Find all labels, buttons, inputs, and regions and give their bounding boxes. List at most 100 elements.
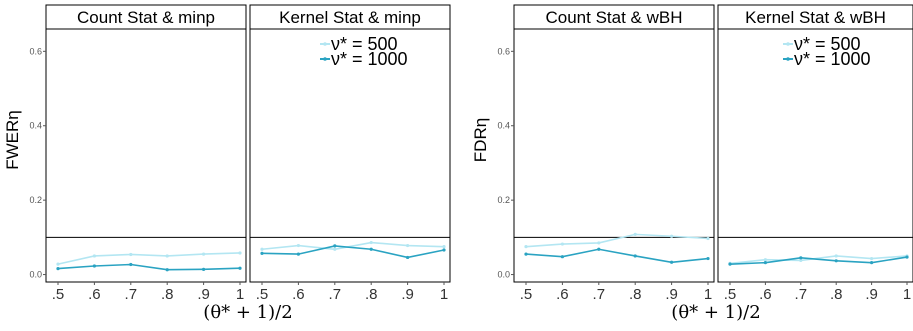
strip-label: Count Stat & minp <box>77 8 215 27</box>
data-point <box>633 232 637 236</box>
data-point <box>633 254 637 258</box>
strip-label: Kernel Stat & wBH <box>745 8 886 27</box>
data-point <box>202 252 206 256</box>
data-point <box>799 258 803 263</box>
y-tick-label: 0.2 <box>497 195 510 205</box>
data-point <box>202 267 206 271</box>
data-point <box>92 264 96 268</box>
panel-border <box>513 28 715 283</box>
y-tick-label: 0.4 <box>29 121 42 131</box>
legend-label: ν* = 500 <box>331 34 398 54</box>
data-point <box>296 243 300 248</box>
data-point <box>260 251 264 255</box>
y-tick-label: 0.6 <box>29 46 42 56</box>
data-point <box>728 262 732 266</box>
data-point <box>333 247 337 251</box>
data-point <box>406 243 410 248</box>
series-line-500 <box>57 252 241 265</box>
data-point <box>706 256 710 261</box>
legend-key-point <box>786 57 790 61</box>
x-tick-label: .9 <box>865 286 878 303</box>
legend-label: ν* = 1000 <box>794 49 871 69</box>
x-tick-label: .7 <box>593 286 606 303</box>
legend-label: ν* = 500 <box>794 34 861 54</box>
data-point <box>834 259 838 263</box>
data-point <box>442 245 446 249</box>
data-point <box>369 240 373 245</box>
x-tick-label: .8 <box>365 286 378 303</box>
x-tick-label: .6 <box>556 286 569 303</box>
legend-label: ν* = 1000 <box>331 49 408 69</box>
data-point <box>870 261 874 265</box>
series-line-500 <box>525 233 709 248</box>
y-tick-label: 0.4 <box>497 121 510 131</box>
y-tick-label: 0.0 <box>29 270 42 280</box>
data-point <box>763 261 768 265</box>
x-tick-label: 1 <box>236 286 244 303</box>
y-tick-label: 0.0 <box>497 270 510 280</box>
x-tick-label: .9 <box>197 286 210 303</box>
data-point <box>260 247 264 251</box>
x-tick-label: .5 <box>520 286 533 303</box>
x-tick-label: 1 <box>704 286 712 303</box>
data-point <box>597 241 601 245</box>
strip-box <box>45 4 247 30</box>
legend-key-point <box>323 57 327 61</box>
x-tick-label: .5 <box>52 286 65 303</box>
legend-key-point <box>323 42 327 46</box>
data-point <box>799 256 803 260</box>
x-tick-label: 1 <box>903 286 911 303</box>
panel-3: Count Stat & wBH 0.0 0.2 0.4 0.6 FDRη .5 .6 .7 .8… <box>471 4 715 303</box>
data-point <box>56 267 60 271</box>
x-tick-label: .5 <box>256 286 269 303</box>
x-tick-label: .8 <box>830 286 843 303</box>
data-point <box>92 254 96 258</box>
series-line-1000 <box>525 248 709 264</box>
x-axis-title: (θ* + 1)/2 <box>671 302 760 323</box>
data-point <box>165 268 169 272</box>
y-tick-label: 0.6 <box>497 46 510 56</box>
strip-label: Count Stat & wBH <box>545 8 682 27</box>
series-line-500 <box>261 241 445 251</box>
x-tick-label: .9 <box>665 286 678 303</box>
data-point <box>524 252 528 256</box>
data-point <box>165 254 169 258</box>
data-point <box>296 252 300 256</box>
x-tick-label: .7 <box>795 286 808 303</box>
x-tick-label: 1 <box>440 286 448 303</box>
legend-key-point <box>786 42 790 46</box>
series-line-1000 <box>261 245 445 259</box>
x-tick-label: .7 <box>125 286 138 303</box>
data-point <box>333 244 337 248</box>
data-point <box>369 247 373 251</box>
data-point <box>56 262 60 266</box>
data-point <box>238 251 242 255</box>
y-tick-label: 0.2 <box>29 195 42 205</box>
strip-label: Kernel Stat & minp <box>279 8 421 27</box>
x-tick-label: .7 <box>329 286 342 303</box>
strip-box <box>249 4 451 30</box>
data-point <box>406 255 410 260</box>
data-point <box>763 258 768 262</box>
data-point <box>129 252 133 257</box>
series-line-500 <box>729 255 908 265</box>
x-tick-label: .8 <box>161 286 174 303</box>
data-point <box>870 256 874 261</box>
panel-border <box>717 28 913 283</box>
data-point <box>560 255 565 259</box>
panel-border <box>249 28 451 283</box>
panel-1: Count Stat & minp 0.0 0.2 0.4 0.6 FWERη .5 .6 .7… <box>3 4 247 303</box>
x-tick-label: .9 <box>401 286 414 303</box>
data-point <box>442 248 446 252</box>
x-tick-label: .6 <box>759 286 772 303</box>
series-line-1000 <box>729 256 908 265</box>
x-tick-label: .5 <box>724 286 737 303</box>
panel-2: Kernel Stat & minp .5 .6 .7 .8 .9 1 ν* = 500ν* … <box>249 4 451 303</box>
strip-box <box>717 4 913 30</box>
data-point <box>670 260 674 264</box>
data-point <box>905 255 909 259</box>
series-line-1000 <box>57 263 241 271</box>
